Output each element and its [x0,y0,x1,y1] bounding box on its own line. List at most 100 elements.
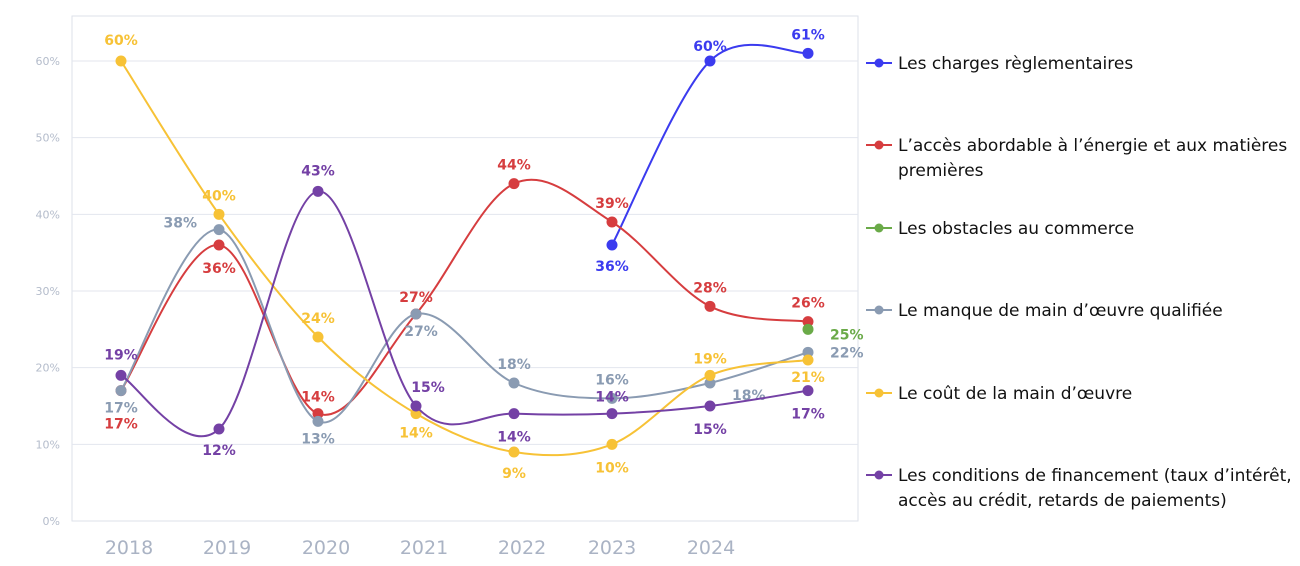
legend-label: Le manque de main d’œuvre qualifiée [898,301,1223,321]
data-label: 10% [595,460,629,476]
data-point [508,446,520,458]
legend-marker-dot [874,223,884,233]
legend-marker-dot [874,388,884,398]
plot-area [71,15,859,522]
data-point [704,300,716,312]
legend-marker-dot [874,305,884,315]
data-label: 36% [202,261,236,277]
data-label: 39% [595,196,629,212]
legend-label: accès au crédit, retards de paiements) [898,491,1227,511]
data-label: 38% [163,216,197,232]
data-label: 12% [202,443,236,459]
legend-marker-dot [874,140,884,150]
data-label: 16% [595,372,629,388]
data-point [802,323,814,335]
data-label: 17% [104,417,138,433]
data-point [213,224,225,236]
data-label: 43% [301,163,335,179]
data-point [312,185,324,197]
data-point [802,385,814,397]
data-label: 25% [830,327,864,343]
data-point [213,423,225,435]
y-tick-label: 10% [36,438,60,451]
y-tick-label: 30% [36,285,60,298]
data-point [312,415,324,427]
data-label: 21% [791,370,825,386]
data-label: 14% [399,426,433,442]
data-label: 18% [497,357,531,373]
data-point [802,346,814,358]
x-tick-label: 2020 [302,537,350,559]
data-label: 14% [301,390,335,406]
data-point [115,55,127,67]
data-label: 27% [404,324,438,340]
data-label: 14% [595,390,629,406]
x-tick-label: 2023 [588,537,636,559]
data-label: 28% [693,280,727,296]
y-tick-label: 50% [36,132,60,145]
data-point [606,392,618,404]
legend-label: Le coût de la main d’œuvre [898,384,1132,404]
data-label: 27% [399,290,433,306]
data-point [213,239,225,251]
legend-label: Les charges règlementaires [898,54,1133,74]
legend-label: Les conditions de financement (taux d’in… [898,466,1292,486]
data-point [704,369,716,381]
data-label: 22% [830,345,864,361]
data-label: 60% [104,33,138,49]
data-label: 61% [791,27,825,43]
x-tick-label: 2024 [687,537,735,559]
data-point [410,408,422,420]
x-tick-label: 2019 [203,537,251,559]
legend-label: premières [898,161,984,181]
data-label: 24% [301,311,335,327]
data-point [312,408,324,420]
data-point [410,308,422,320]
data-point [508,408,520,420]
data-point [704,377,716,389]
data-label: 15% [411,380,445,396]
x-tick-label: 2021 [400,537,448,559]
data-point [606,239,618,251]
series-line [611,43,809,246]
data-point [802,47,814,59]
data-label: 19% [104,347,138,363]
data-label: 17% [791,407,825,423]
data-point [115,369,127,381]
data-point [115,385,127,397]
data-label: 26% [791,296,825,312]
data-point [606,216,618,228]
y-tick-label: 40% [36,208,60,221]
data-point [508,178,520,190]
data-label: 13% [301,431,335,447]
x-tick-label: 2018 [105,537,153,559]
series-line [120,228,809,424]
data-label: 36% [595,259,629,275]
y-tick-label: 20% [36,362,60,375]
data-label: 14% [497,430,531,446]
y-tick-label: 60% [36,55,60,68]
legend-label: L’accès abordable à l’énergie et aux mat… [898,136,1287,156]
data-point [508,377,520,389]
data-point [802,316,814,328]
data-label: 15% [693,422,727,438]
data-label: 19% [693,351,727,367]
x-tick-label: 2022 [498,537,546,559]
data-point [802,354,814,366]
data-label: 44% [497,158,531,174]
y-tick-label: 0% [43,515,60,528]
data-point [606,438,618,450]
data-point [606,408,618,420]
data-label: 60% [693,39,727,55]
data-point [312,331,324,343]
data-label: 9% [502,466,526,482]
data-label: 17% [104,401,138,417]
series-line [120,60,809,457]
legend-marker-dot [874,58,884,68]
data-point [704,55,716,67]
legend-marker-dot [874,470,884,480]
legend-label: Les obstacles au commerce [898,219,1134,239]
data-point [410,400,422,412]
data-point [213,208,225,220]
